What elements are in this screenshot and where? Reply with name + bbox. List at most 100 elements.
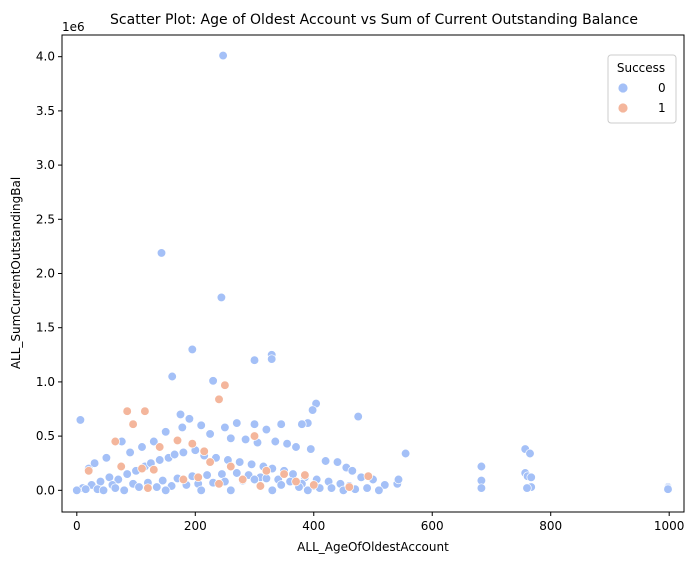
data-point-series-0-120 (276, 480, 286, 490)
data-point-series-0-74 (169, 449, 180, 460)
data-point-series-0-122 (326, 483, 337, 493)
data-point-series-0-125 (72, 485, 82, 495)
data-point-series-0-27 (125, 447, 135, 458)
y-axis: 0.0 0.5 1.0 1.5 2.0 2.5 3.0 3.5 4.0 (36, 50, 62, 497)
data-point-series-1-22 (344, 482, 354, 492)
x-tick-label: 0 (73, 519, 81, 533)
data-point-series-0-81 (246, 459, 257, 469)
data-point-series-0-1 (156, 248, 167, 258)
data-point-series-0-67 (113, 474, 123, 485)
data-point-series-1-11 (199, 446, 209, 456)
y-tick-label: 4.0 (36, 50, 55, 64)
data-point-series-0-124 (362, 483, 372, 493)
data-point-series-1-17 (238, 474, 248, 485)
data-point-series-0-59 (522, 483, 532, 493)
x-axis-label: ALL_AgeOfOldestAccount (297, 540, 449, 554)
data-point-series-1-23 (205, 457, 215, 467)
legend: Success 0 1 (607, 54, 677, 124)
y-tick-label: 1.0 (36, 375, 55, 389)
y-tick-label: 3.0 (36, 158, 55, 172)
data-point-series-0-99 (232, 468, 242, 478)
y-tick-label: 2.5 (36, 212, 55, 226)
legend-label-0: 0 (658, 81, 666, 95)
data-point-series-0-40 (320, 456, 331, 466)
y-tick-label: 0.5 (36, 429, 55, 443)
y-tick-label: 2.0 (36, 267, 55, 281)
data-point-series-0-52 (476, 483, 487, 493)
data-point-series-0-68 (122, 469, 132, 479)
data-point-series-1-4 (128, 419, 138, 429)
data-point-series-0-8 (208, 376, 218, 386)
data-point-series-1-13 (84, 466, 94, 476)
y-tick-label: 0.0 (36, 483, 55, 497)
x-tick-label: 1000 (654, 519, 685, 533)
data-point-series-1-9 (172, 435, 183, 446)
x-tick-label: 800 (539, 519, 562, 533)
data-point-series-0-43 (347, 466, 357, 476)
data-point-series-0-33 (226, 433, 236, 443)
data-point-series-1-29 (300, 470, 310, 480)
data-point-series-0-2 (216, 292, 227, 303)
data-point-series-0-15 (276, 419, 286, 429)
chart-title: Scatter Plot: Age of Oldest Account vs S… (110, 12, 638, 28)
data-point-series-0-46 (380, 480, 390, 490)
data-point-series-1-1 (214, 394, 224, 404)
data-point-series-0-10 (307, 405, 318, 415)
x-tick-label: 600 (421, 519, 444, 533)
data-point-series-0-17 (232, 418, 242, 428)
data-point-series-0-30 (175, 409, 186, 420)
data-point-series-0-57 (526, 472, 536, 482)
data-point-series-1-28 (143, 483, 153, 493)
data-point-series-1-19 (279, 469, 289, 479)
data-point-series-0-29 (149, 436, 159, 447)
data-point-series-0-128 (161, 485, 171, 495)
data-point-series-0-50 (476, 461, 487, 472)
y-tick-label: 1.5 (36, 321, 55, 335)
data-point-series-0-38 (291, 442, 301, 452)
data-points (72, 50, 673, 495)
data-point-series-0-97 (202, 470, 212, 480)
legend-title: Success (617, 61, 665, 75)
data-point-series-0-19 (177, 422, 187, 433)
data-point-series-0-111 (152, 482, 162, 492)
data-point-series-0-39 (306, 444, 316, 454)
data-point-series-0-129 (196, 485, 206, 495)
data-point-series-1-21 (309, 480, 319, 490)
data-point-series-1-14 (137, 463, 147, 474)
data-point-series-1-10 (155, 442, 165, 452)
data-point-series-0-7 (167, 371, 177, 382)
data-point-series-0-49 (400, 448, 411, 459)
data-point-series-0-5 (267, 354, 277, 364)
data-point-series-0-56 (525, 448, 535, 459)
data-point-series-0-20 (161, 427, 171, 437)
data-point-series-0-131 (267, 485, 277, 495)
data-point-series-0-28 (137, 442, 147, 452)
data-point-series-0-31 (184, 414, 195, 424)
data-point-series-1-5 (110, 436, 120, 447)
y-axis-label: ALL_SumCurrentOutstandingBal (9, 177, 23, 369)
data-point-series-0-37 (282, 439, 292, 449)
data-point-series-0-12 (75, 415, 86, 425)
legend-label-1: 1 (658, 101, 666, 115)
data-point-series-0-18 (196, 420, 206, 430)
data-point-series-0-80 (235, 457, 245, 467)
data-point-series-0-109 (110, 483, 120, 493)
data-point-series-0-132 (303, 485, 313, 495)
data-point-series-1-16 (193, 472, 203, 482)
legend-marker-0 (617, 82, 629, 94)
data-point-series-1-3 (122, 406, 132, 416)
data-point-series-0-6 (249, 355, 260, 365)
data-point-series-0-16 (249, 419, 260, 429)
y-tick-label: 3.5 (36, 104, 55, 118)
x-tick-label: 400 (302, 519, 325, 533)
data-point-series-1-2 (140, 406, 150, 416)
legend-marker-1 (617, 102, 629, 114)
data-point-series-0-75 (178, 447, 189, 458)
data-point-series-1-12 (226, 461, 236, 472)
data-point-series-0-11 (353, 411, 363, 422)
x-tick-label: 200 (184, 519, 207, 533)
data-point-series-0-72 (155, 455, 165, 465)
x-axis: 0 200 400 600 800 1000 (73, 512, 684, 533)
data-point-series-0-48 (393, 474, 404, 485)
data-point-series-0-25 (89, 458, 100, 468)
